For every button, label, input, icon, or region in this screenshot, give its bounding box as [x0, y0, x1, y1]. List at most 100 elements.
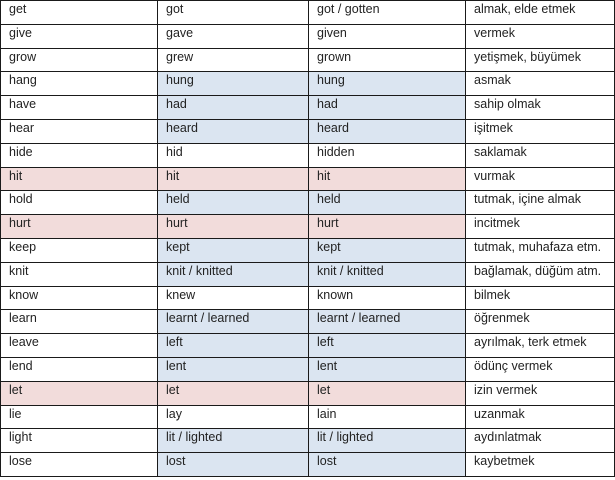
- turkish-meaning-cell: bilmek: [465, 285, 615, 311]
- past-simple-cell: kept: [157, 237, 309, 263]
- turkish-meaning-cell: tutmak, içine almak: [465, 190, 615, 216]
- past-simple-cell: learnt / learned: [157, 309, 309, 335]
- past-participle-cell: kept: [308, 237, 466, 263]
- past-simple-cell: lit / lighted: [157, 428, 309, 454]
- base-form-cell: learn: [0, 309, 158, 335]
- past-participle-cell: held: [308, 190, 466, 216]
- past-simple-cell: heard: [157, 118, 309, 144]
- table-row: learn learnt / learned learnt / learned öğr…: [0, 309, 615, 335]
- past-participle-cell: let: [308, 380, 466, 406]
- past-participle-cell: lit / lighted: [308, 428, 466, 454]
- past-participle-cell: known: [308, 285, 466, 311]
- base-form-cell: lend: [0, 356, 158, 382]
- past-simple-cell: held: [157, 190, 309, 216]
- past-participle-cell: heard: [308, 118, 466, 144]
- past-participle-cell: hidden: [308, 142, 466, 168]
- past-simple-cell: hid: [157, 142, 309, 168]
- turkish-meaning-cell: öğrenmek: [465, 309, 615, 335]
- base-form-cell: hide: [0, 142, 158, 168]
- turkish-meaning-cell: incitmek: [465, 214, 615, 239]
- table-row: keep kept kept tutmak, muhafaza etm.: [0, 237, 615, 263]
- turkish-meaning-cell: aydınlatmak: [465, 428, 615, 454]
- table-row: give gave given vermek: [0, 23, 615, 49]
- table-row: light lit / lighted lit / lighted aydınlatm…: [0, 428, 615, 454]
- past-participle-cell: lain: [308, 404, 466, 430]
- past-simple-cell: grew: [157, 47, 309, 73]
- turkish-meaning-cell: bağlamak, düğüm atm.: [465, 261, 615, 287]
- base-form-cell: give: [0, 23, 158, 49]
- past-simple-cell: lent: [157, 356, 309, 382]
- table-row: hear heard heard işitmek: [0, 118, 615, 144]
- turkish-meaning-cell: tutmak, muhafaza etm.: [465, 237, 615, 263]
- base-form-cell: hurt: [0, 214, 158, 239]
- past-simple-cell: hit: [157, 166, 309, 192]
- past-simple-cell: knit / knitted: [157, 261, 309, 287]
- turkish-meaning-cell: işitmek: [465, 118, 615, 144]
- past-simple-cell: had: [157, 95, 309, 120]
- table-row: grow grew grown yetişmek, büyümek: [0, 47, 615, 73]
- table-row: lie lay lain uzanmak: [0, 404, 615, 430]
- base-form-cell: knit: [0, 261, 158, 287]
- past-participle-cell: hung: [308, 71, 466, 97]
- past-participle-cell: learnt / learned: [308, 309, 466, 335]
- table-row: hide hid hidden saklamak: [0, 142, 615, 168]
- turkish-meaning-cell: izin vermek: [465, 380, 615, 406]
- past-participle-cell: lent: [308, 356, 466, 382]
- base-form-cell: hear: [0, 118, 158, 144]
- base-form-cell: get: [0, 0, 158, 25]
- past-simple-cell: knew: [157, 285, 309, 311]
- past-simple-cell: got: [157, 0, 309, 25]
- turkish-meaning-cell: almak, elde etmek: [465, 0, 615, 25]
- turkish-meaning-cell: saklamak: [465, 142, 615, 168]
- table-row: let let let izin vermek: [0, 380, 615, 406]
- turkish-meaning-cell: kaybetmek: [465, 452, 615, 477]
- base-form-cell: lie: [0, 404, 158, 430]
- base-form-cell: hold: [0, 190, 158, 216]
- base-form-cell: leave: [0, 333, 158, 358]
- past-simple-cell: let: [157, 380, 309, 406]
- turkish-meaning-cell: vermek: [465, 23, 615, 49]
- table-row: hit hit hit vurmak: [0, 166, 615, 192]
- past-participle-cell: knit / knitted: [308, 261, 466, 287]
- past-simple-cell: gave: [157, 23, 309, 49]
- past-participle-cell: had: [308, 95, 466, 120]
- past-simple-cell: hurt: [157, 214, 309, 239]
- past-participle-cell: hit: [308, 166, 466, 192]
- past-simple-cell: lay: [157, 404, 309, 430]
- table-row: lend lent lent ödünç vermek: [0, 356, 615, 382]
- turkish-meaning-cell: sahip olmak: [465, 95, 615, 120]
- base-form-cell: hit: [0, 166, 158, 192]
- table-row: lose lost lost kaybetmek: [0, 452, 615, 477]
- table-row: hurt hurt hurt incitmek: [0, 214, 615, 239]
- past-simple-cell: lost: [157, 452, 309, 477]
- past-simple-cell: left: [157, 333, 309, 358]
- past-participle-cell: lost: [308, 452, 466, 477]
- turkish-meaning-cell: ödünç vermek: [465, 356, 615, 382]
- turkish-meaning-cell: vurmak: [465, 166, 615, 192]
- base-form-cell: know: [0, 285, 158, 311]
- table-row: knit knit / knitted knit / knitted bağlamak…: [0, 261, 615, 287]
- past-participle-cell: given: [308, 23, 466, 49]
- past-participle-cell: grown: [308, 47, 466, 73]
- past-participle-cell: hurt: [308, 214, 466, 239]
- past-participle-cell: got / gotten: [308, 0, 466, 25]
- turkish-meaning-cell: asmak: [465, 71, 615, 97]
- base-form-cell: have: [0, 95, 158, 120]
- table-row: hold held held tutmak, içine almak: [0, 190, 615, 216]
- base-form-cell: lose: [0, 452, 158, 477]
- table-row: hang hung hung asmak: [0, 71, 615, 97]
- turkish-meaning-cell: uzanmak: [465, 404, 615, 430]
- table-row: get got got / gotten almak, elde etmek: [0, 0, 615, 25]
- table-row: leave left left ayrılmak, terk etmek: [0, 333, 615, 358]
- turkish-meaning-cell: ayrılmak, terk etmek: [465, 333, 615, 358]
- base-form-cell: hang: [0, 71, 158, 97]
- base-form-cell: keep: [0, 237, 158, 263]
- base-form-cell: light: [0, 428, 158, 454]
- past-participle-cell: left: [308, 333, 466, 358]
- base-form-cell: grow: [0, 47, 158, 73]
- table-row: have had had sahip olmak: [0, 95, 615, 120]
- past-simple-cell: hung: [157, 71, 309, 97]
- base-form-cell: let: [0, 380, 158, 406]
